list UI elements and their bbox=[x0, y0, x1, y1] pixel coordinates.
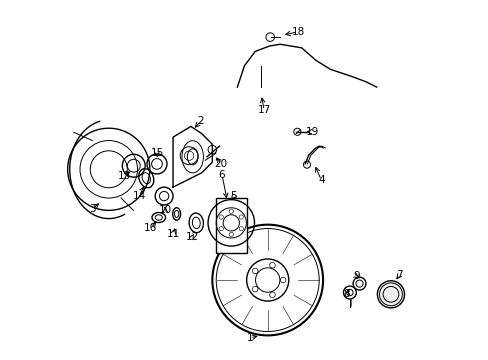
Text: 13: 13 bbox=[118, 171, 131, 181]
Text: 3: 3 bbox=[89, 203, 96, 213]
Text: 11: 11 bbox=[166, 229, 179, 239]
Text: 8: 8 bbox=[343, 289, 349, 299]
Text: 1: 1 bbox=[246, 333, 253, 343]
Text: 14: 14 bbox=[132, 191, 145, 201]
Text: 4: 4 bbox=[317, 175, 324, 185]
Text: 15: 15 bbox=[150, 148, 163, 158]
Text: 18: 18 bbox=[291, 27, 304, 37]
Circle shape bbox=[377, 281, 404, 308]
Text: 5: 5 bbox=[230, 191, 237, 201]
Text: 20: 20 bbox=[214, 159, 227, 169]
Text: 12: 12 bbox=[185, 232, 198, 242]
Text: 9: 9 bbox=[353, 271, 360, 282]
Text: 6: 6 bbox=[218, 170, 225, 180]
Text: 7: 7 bbox=[396, 270, 403, 280]
Text: 19: 19 bbox=[305, 127, 318, 137]
Text: 16: 16 bbox=[144, 223, 157, 233]
Bar bbox=[216, 198, 247, 253]
Text: 17: 17 bbox=[257, 105, 270, 115]
Text: 2: 2 bbox=[197, 116, 204, 126]
Text: 10: 10 bbox=[158, 205, 171, 215]
